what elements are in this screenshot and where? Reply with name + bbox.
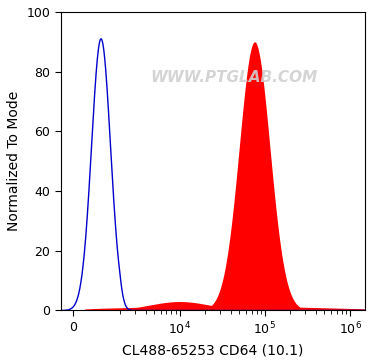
Y-axis label: Normalized To Mode: Normalized To Mode <box>7 91 21 232</box>
X-axis label: CL488-65253 CD64 (10.1): CL488-65253 CD64 (10.1) <box>122 343 304 357</box>
Text: WWW.PTGLAB.COM: WWW.PTGLAB.COM <box>151 70 318 85</box>
